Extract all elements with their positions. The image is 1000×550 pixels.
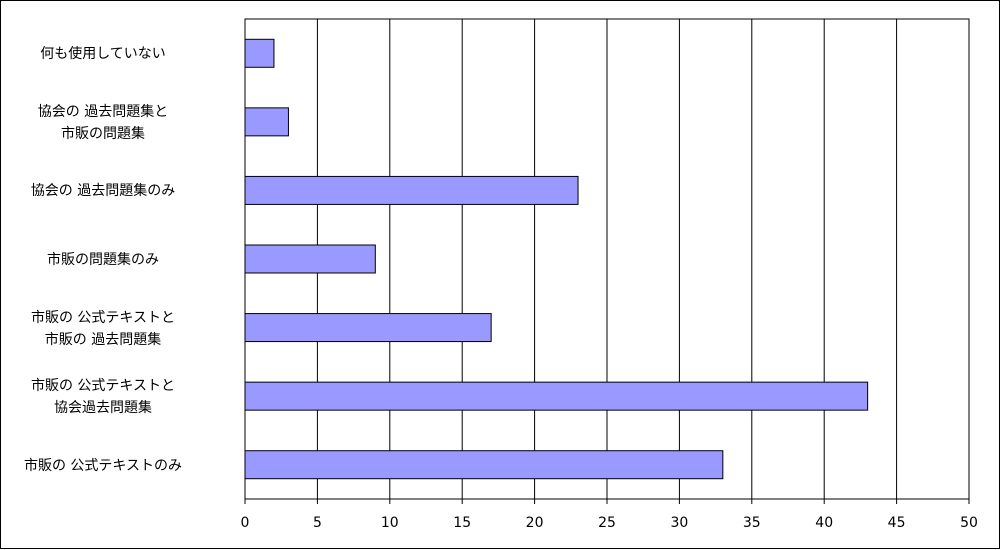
x-tick-label: 35 (743, 515, 761, 531)
y-tick-label: 何も使用していない (40, 46, 166, 63)
y-tick-label: 市販の 公式テキストと 市販の 過去問題集 (30, 309, 176, 348)
y-tick-label: 市販の 公式テキストのみ (23, 457, 183, 474)
x-tick-label: 10 (381, 515, 399, 531)
x-tick-label: 20 (526, 515, 544, 531)
x-tick-label: 25 (598, 515, 616, 531)
bar (244, 38, 275, 68)
x-tick-label: 40 (815, 515, 833, 531)
x-tick-label: 50 (960, 515, 978, 531)
x-tick-label: 45 (888, 515, 906, 531)
bar (244, 175, 579, 205)
x-tick-label: 15 (453, 515, 471, 531)
y-tick-label: 市販の 公式テキストと 協会過去問題集 (30, 378, 176, 417)
bar (244, 313, 492, 343)
bar (244, 381, 869, 411)
x-tick-label: 5 (313, 515, 322, 531)
bar (244, 244, 376, 274)
y-tick-label: 協会の 過去問題集と 市販の問題集 (37, 103, 169, 142)
y-tick-label: 協会の 過去問題集のみ (30, 183, 176, 200)
x-tick-label: 30 (670, 515, 688, 531)
bar (244, 107, 289, 137)
bar (244, 450, 724, 480)
x-tick-label: 0 (241, 515, 250, 531)
y-tick-label: 市販の問題集のみ (47, 252, 159, 268)
